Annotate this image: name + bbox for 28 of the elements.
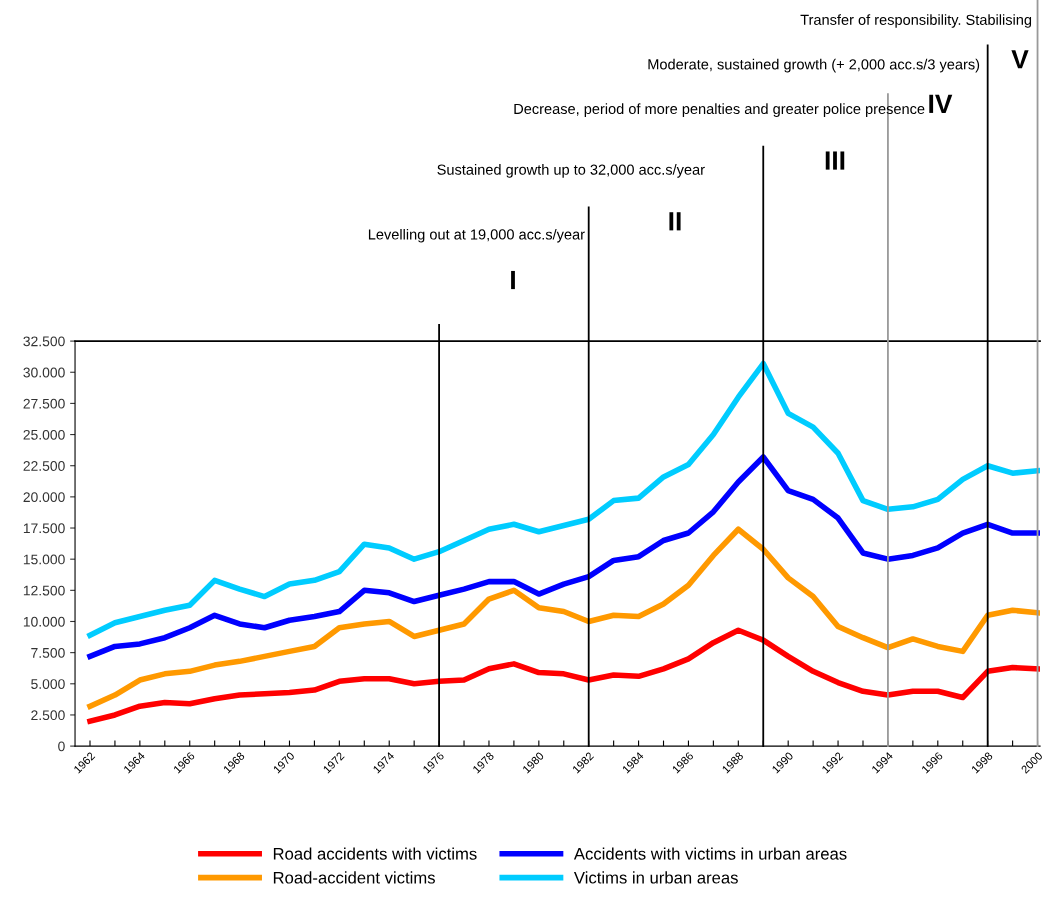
text: IV [929,94,953,113]
text: Levelling out at 19,000 acc.s/year [368,228,585,243]
legend-label: Accidents with victims in urban areas [573,847,847,860]
text: II [669,212,681,231]
legend-label: Road-accident victims [273,871,435,884]
text: Transfer of responsibility. Stabilising [800,14,1032,28]
y-tick-label: 0 [58,741,65,752]
text: Decrease, period of more penalties and greater police presence [514,103,925,117]
text: I [511,270,515,290]
y-tick-label: 20.000 [23,492,65,503]
y-tick-label: 32.500 [23,336,65,347]
text: Sustained growth up to 32,000 acc.s/year [437,164,705,178]
y-tick-label: 15.000 [23,554,65,565]
y-tick-label: 10.000 [23,616,65,627]
y-tick-label: 22.500 [23,461,65,471]
text: Moderate, sustained growth (+ 2,000 acc.s/3 years) [648,58,980,73]
text: III [825,151,845,170]
y-tick-label: 12.500 [23,585,65,596]
y-tick-label: 7.500 [31,647,65,658]
y-tick-label: 30.000 [23,367,65,378]
legend-label: Victims in urban areas [573,871,738,884]
y-tick-label: 25.000 [23,429,65,440]
y-tick-label: 5.000 [31,679,65,689]
y-tick-label: 17.500 [23,523,65,534]
text: V [1011,50,1029,69]
y-tick-label: 2.500 [31,710,65,721]
y-tick-label: 27.500 [23,398,65,409]
legend-label: Road accidents with victims [273,847,477,860]
